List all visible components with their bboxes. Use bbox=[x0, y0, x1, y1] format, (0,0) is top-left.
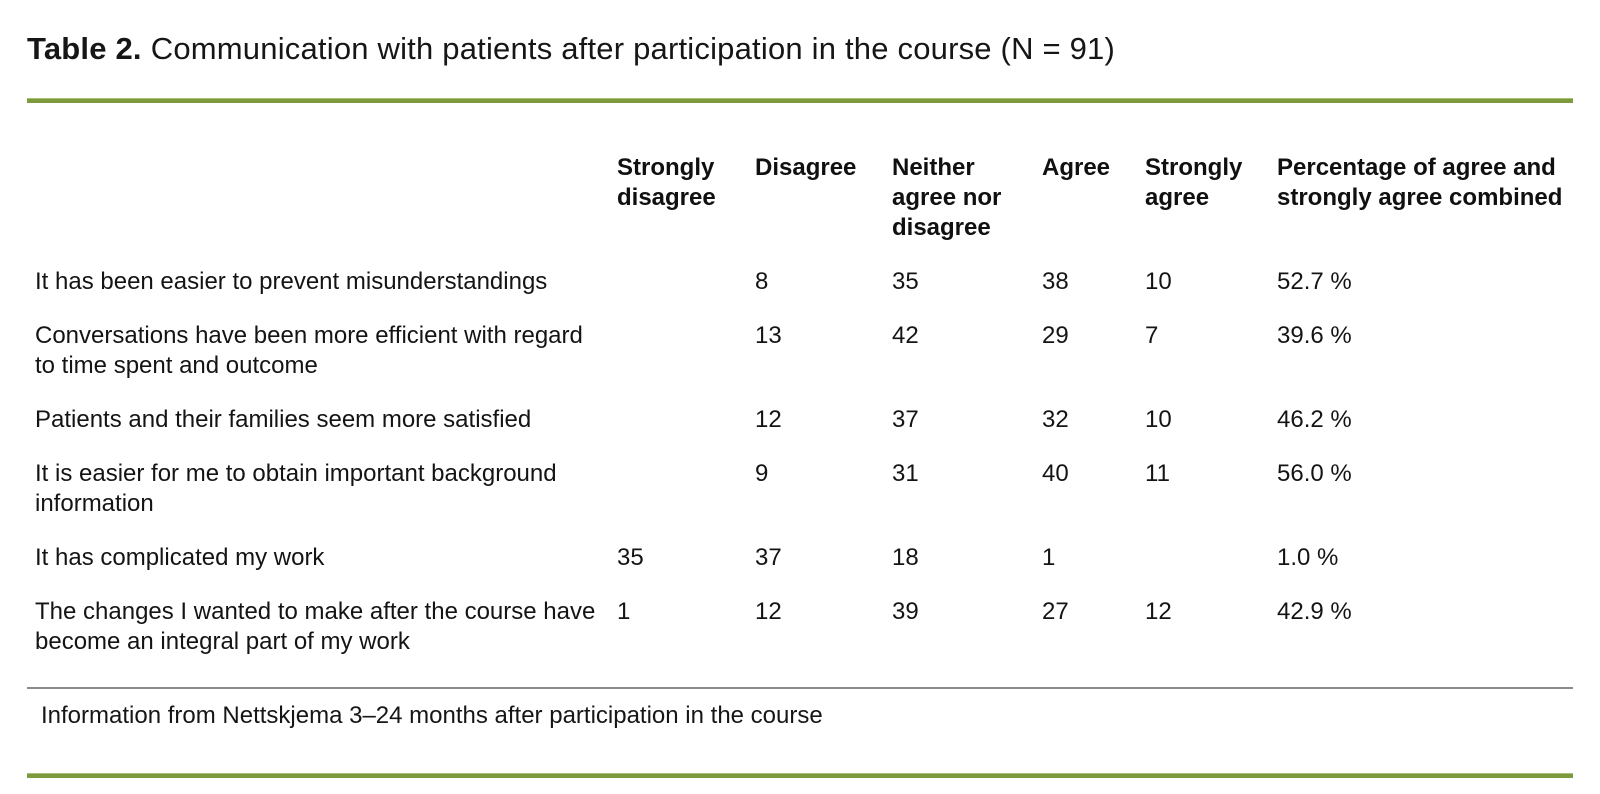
row-label: It is easier for me to obtain important … bbox=[35, 460, 557, 517]
table-row: It has complicated my work 35 37 18 1 1.… bbox=[27, 543, 1573, 597]
results-table: Strongly disagree Disagree Neither agree… bbox=[27, 153, 1573, 681]
table-row: The changes I wanted to make after the c… bbox=[27, 597, 1573, 681]
table-row: Conversations have been more efficient w… bbox=[27, 321, 1573, 405]
cell-neither: 18 bbox=[892, 544, 919, 571]
cell-neither: 37 bbox=[892, 406, 919, 433]
row-label: It has complicated my work bbox=[35, 544, 325, 571]
table-title: Table 2. Communication with patients afte… bbox=[27, 30, 1573, 68]
row-label: Conversations have been more efficient w… bbox=[35, 322, 583, 379]
row-label: It has been easier to prevent misunderst… bbox=[35, 268, 548, 295]
cell-strongly-agree: 10 bbox=[1145, 268, 1172, 295]
table-header: Strongly disagree Disagree Neither agree… bbox=[27, 153, 1573, 267]
header-percentage-combined: Percentage of agree and strongly agree c… bbox=[1277, 154, 1563, 211]
table-row: It is easier for me to obtain important … bbox=[27, 459, 1573, 543]
cell-disagree: 37 bbox=[755, 544, 782, 571]
footnote-text: Information from Nettskjema 3–24 months … bbox=[41, 702, 823, 729]
cell-disagree: 13 bbox=[755, 322, 782, 349]
cell-agree: 32 bbox=[1042, 406, 1069, 433]
cell-agree: 27 bbox=[1042, 598, 1069, 625]
cell-neither: 35 bbox=[892, 268, 919, 295]
cell-disagree: 8 bbox=[755, 268, 769, 295]
table-number-label: Table 2. bbox=[27, 31, 142, 66]
cell-strongly-agree: 12 bbox=[1145, 598, 1172, 625]
row-label: The changes I wanted to make after the c… bbox=[35, 598, 596, 655]
cell-neither: 31 bbox=[892, 460, 919, 487]
cell-disagree: 12 bbox=[755, 406, 782, 433]
cell-percentage: 56.0 % bbox=[1277, 460, 1352, 487]
header-agree: Agree bbox=[1042, 154, 1111, 181]
header-neither: Neither agree nor disagree bbox=[892, 154, 1002, 241]
table-row: Patients and their families seem more sa… bbox=[27, 405, 1573, 459]
cell-percentage: 46.2 % bbox=[1277, 406, 1352, 433]
header-disagree: Disagree bbox=[755, 154, 857, 181]
cell-strongly-disagree bbox=[617, 405, 755, 459]
cell-strongly-disagree bbox=[617, 321, 755, 405]
cell-strongly-disagree: 35 bbox=[617, 544, 644, 571]
table-body: It has been easier to prevent misunderst… bbox=[27, 267, 1573, 681]
cell-agree: 29 bbox=[1042, 322, 1069, 349]
row-label: Patients and their families seem more sa… bbox=[35, 406, 532, 433]
cell-agree: 38 bbox=[1042, 268, 1069, 295]
cell-strongly-disagree: 1 bbox=[617, 598, 631, 625]
cell-percentage: 42.9 % bbox=[1277, 598, 1352, 625]
header-strongly-agree: Strongly agree bbox=[1145, 154, 1243, 211]
bottom-green-divider bbox=[27, 773, 1573, 778]
cell-disagree: 12 bbox=[755, 598, 782, 625]
cell-percentage: 52.7 % bbox=[1277, 268, 1352, 295]
cell-percentage: 1.0 % bbox=[1277, 544, 1339, 571]
cell-strongly-agree bbox=[1145, 543, 1277, 597]
cell-agree: 1 bbox=[1042, 544, 1056, 571]
table-row: It has been easier to prevent misunderst… bbox=[27, 267, 1573, 321]
header-strongly-disagree: Strongly disagree bbox=[617, 154, 716, 211]
header-row: Strongly disagree Disagree Neither agree… bbox=[27, 153, 1573, 267]
table-caption: Communication with patients after partic… bbox=[150, 31, 1116, 66]
cell-disagree: 9 bbox=[755, 460, 769, 487]
cell-strongly-agree: 10 bbox=[1145, 406, 1172, 433]
cell-strongly-agree: 7 bbox=[1145, 322, 1159, 349]
cell-neither: 42 bbox=[892, 322, 919, 349]
cell-agree: 40 bbox=[1042, 460, 1069, 487]
cell-percentage: 39.6 % bbox=[1277, 322, 1352, 349]
footnote-divider bbox=[27, 687, 1573, 689]
header-statement bbox=[27, 153, 617, 267]
cell-strongly-disagree bbox=[617, 459, 755, 543]
cell-neither: 39 bbox=[892, 598, 919, 625]
cell-strongly-agree: 11 bbox=[1145, 460, 1170, 487]
top-green-divider bbox=[27, 98, 1573, 103]
cell-strongly-disagree bbox=[617, 267, 755, 321]
